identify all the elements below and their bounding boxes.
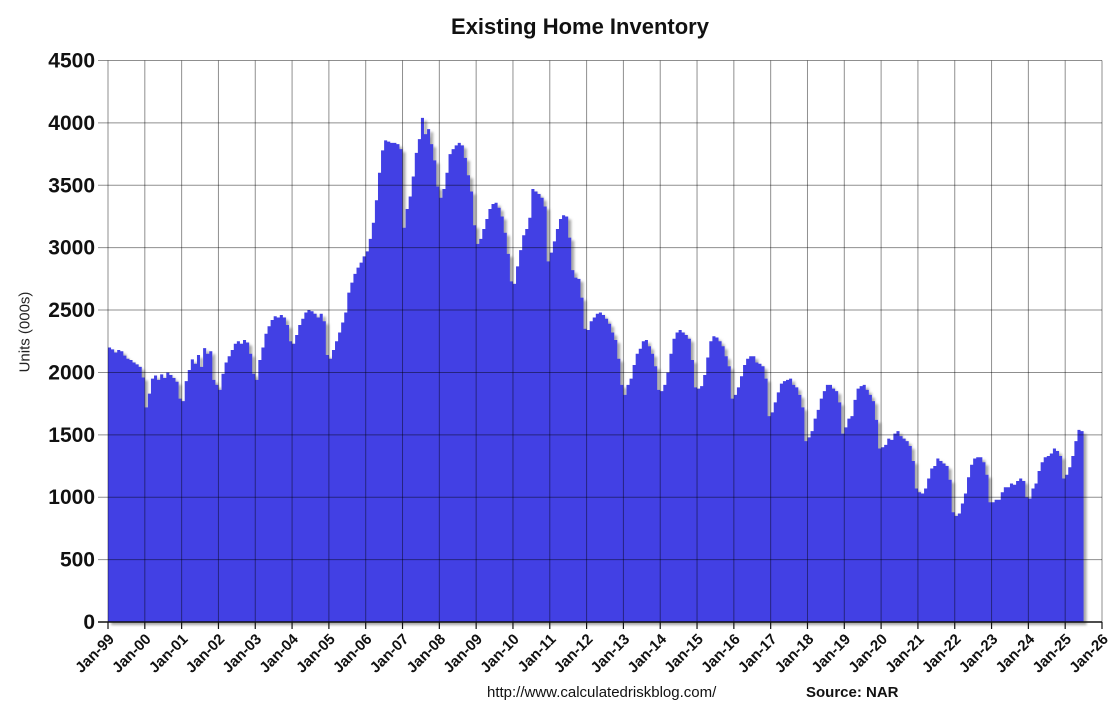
x-tick-label: Jan-13: [588, 631, 634, 677]
gridlines: [98, 60, 1103, 622]
y-tick-label: 1000: [48, 486, 95, 509]
x-tick-label: Jan-19: [808, 631, 854, 677]
y-tick-label: 1500: [48, 424, 95, 447]
y-tick-label: 2500: [48, 299, 95, 322]
x-tick-label: Jan-04: [256, 630, 302, 676]
x-tick-label: Jan-21: [882, 631, 928, 677]
x-tick-label: Jan-18: [772, 631, 818, 677]
y-tick-label: 0: [83, 611, 95, 634]
x-tick-label: Jan-14: [624, 630, 670, 676]
x-tick-label: Jan-09: [440, 631, 486, 677]
x-tick-label: Jan-16: [698, 631, 744, 677]
x-axis-tick-labels: Jan-99Jan-00Jan-01Jan-02Jan-03Jan-04Jan-…: [72, 630, 1112, 676]
footer-url: http://www.calculatedriskblog.com/: [487, 684, 717, 701]
x-tick-label: Jan-24: [993, 630, 1039, 676]
x-tick-label: Jan-08: [404, 631, 450, 677]
x-tick-label: Jan-17: [735, 631, 781, 677]
x-tick-label: Jan-25: [1029, 631, 1075, 677]
x-tick-label: Jan-06: [330, 631, 376, 677]
x-tick-label: Jan-26: [1066, 631, 1112, 677]
y-tick-label: 4000: [48, 112, 95, 135]
chart-title: Existing Home Inventory: [451, 14, 709, 39]
x-tick-label: Jan-07: [367, 631, 413, 677]
x-tick-label: Jan-20: [845, 631, 891, 677]
y-tick-label: 2000: [48, 361, 95, 384]
x-tick-label: Jan-05: [293, 631, 339, 677]
x-tick-label: Jan-03: [219, 631, 265, 677]
x-tick-label: Jan-99: [72, 631, 118, 677]
x-tick-label: Jan-12: [551, 631, 597, 677]
bar-series: [108, 117, 1084, 623]
y-tick-label: 4500: [48, 50, 95, 73]
y-axis-tick-labels: 0 500 1000 1500 2000 2500 3000 3500 4000 4500: [48, 50, 95, 635]
y-tick-label: 3000: [48, 237, 95, 260]
x-tick-label: Jan-02: [183, 631, 229, 677]
x-tick-label: Jan-23: [956, 631, 1002, 677]
y-tick-label: 500: [60, 549, 95, 572]
x-tick-label: Jan-01: [146, 631, 192, 677]
x-tick-label: Jan-15: [661, 631, 707, 677]
footer-source: Source: NAR: [806, 684, 899, 701]
axes: [98, 621, 1103, 629]
x-tick-label: Jan-11: [515, 631, 560, 676]
inventory-bars: [108, 117, 1084, 623]
y-tick-label: 3500: [48, 174, 95, 197]
x-tick-label: Jan-10: [477, 631, 523, 677]
x-tick-label: Jan-00: [109, 631, 155, 677]
x-tick-label: Jan-22: [919, 631, 965, 677]
